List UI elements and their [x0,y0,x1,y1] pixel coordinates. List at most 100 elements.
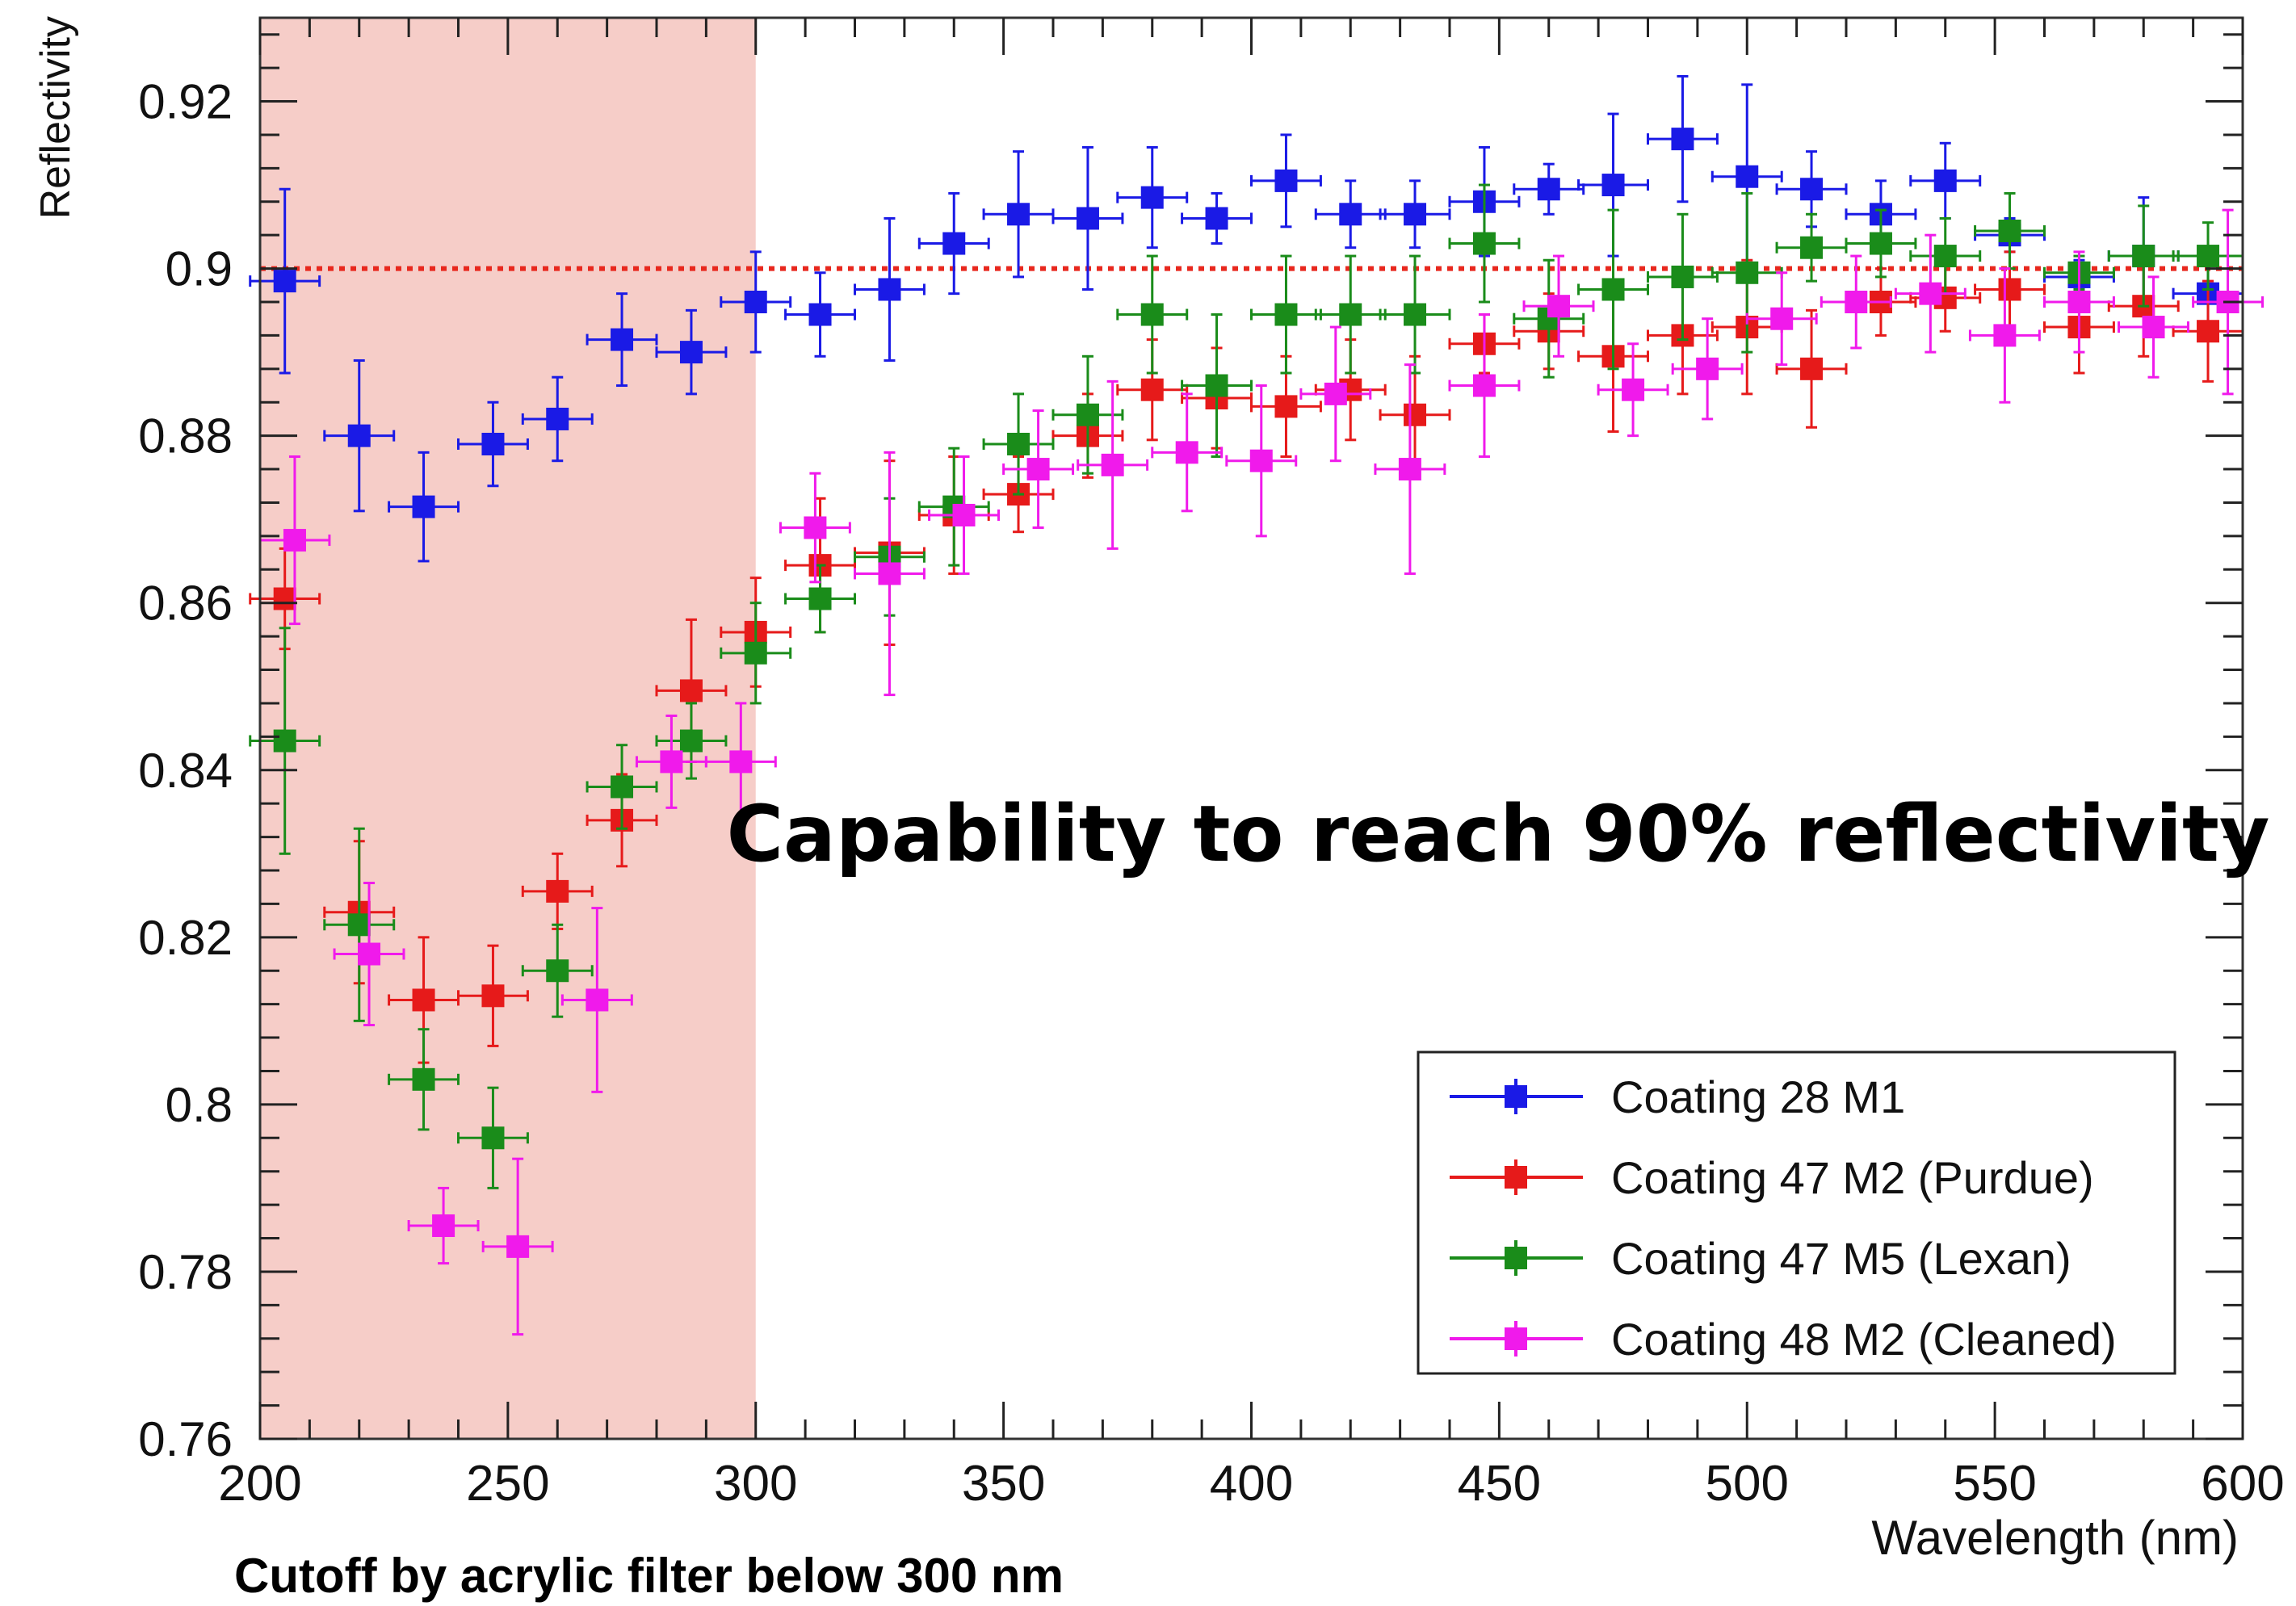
data-point-marker [1274,169,1298,192]
data-point [388,451,460,563]
data-point [1379,354,1451,475]
data-point-marker [744,291,767,313]
data-point-marker [1398,458,1421,481]
data-point [323,359,396,513]
x-tick-label: 350 [962,1456,1045,1512]
data-point-marker [1140,378,1164,401]
data-point [1051,354,1124,475]
data-point [457,944,529,1047]
data-point [1250,254,1322,375]
y-tick-label: 0.9 [166,242,233,296]
data-point [1181,313,1253,459]
data-point [586,744,658,830]
data-point-marker [273,587,296,610]
legend-marker [1505,1085,1527,1108]
data-point [784,271,856,358]
data-point-marker [1933,245,1957,268]
data-point-marker [804,516,827,539]
data-point-marker [1140,186,1164,209]
data-point [1522,254,1595,358]
data-point [784,564,856,634]
data-point [1299,325,1372,463]
data-point [720,250,792,354]
data-point [1250,133,1322,229]
data-point-marker [611,775,634,799]
data-point-marker [878,278,901,301]
data-point [249,187,321,375]
data-point-marker [1622,378,1645,401]
data-point-marker [546,959,569,983]
data-point-marker [273,270,296,293]
data-point [1745,271,1818,367]
legend-marker [1505,1327,1527,1350]
data-point-marker [412,988,435,1012]
data-point-marker [1547,295,1571,318]
data-point-marker [1770,307,1794,330]
data-point [1116,145,1189,249]
data-point-marker [1869,232,1892,255]
legend-marker [1505,1166,1527,1189]
data-point [1513,162,1585,216]
data-point [854,216,926,362]
x-tick-labels: 200 250 300 350 400 450 500 550 600 [218,1456,2284,1512]
y-tick-label: 0.78 [138,1245,233,1299]
data-point [1448,183,1521,304]
x-tick-label: 550 [1953,1456,2036,1512]
legend-entry: Coating 48 M2 (Cleaned) [1450,1314,2117,1365]
x-tick-label: 450 [1458,1456,1541,1512]
data-point [481,1157,554,1336]
data-point-marker [1076,403,1099,426]
data-point [457,400,529,488]
data-point-marker [412,1067,435,1091]
data-point [333,882,405,1027]
data-point [2172,221,2244,291]
data-point [1671,317,1744,421]
data-point-marker [2132,245,2155,268]
data-point [928,455,1000,575]
data-point-marker [808,587,832,610]
data-point [1077,379,1149,550]
data-point-marker [808,303,832,326]
data-point-marker [1919,282,1942,305]
data-point [982,392,1055,496]
data-point [1151,392,1224,513]
data-point-marker [1800,357,1824,380]
data-point-marker [1800,178,1824,201]
data-point [1647,74,1719,203]
data-point-marker [1696,357,1719,380]
y-tick-label: 0.82 [138,911,233,965]
data-point-marker [2197,245,2220,268]
data-point [1577,208,1649,371]
data-point-marker [1404,403,1427,426]
data-point-marker [1998,220,2021,242]
data-point [1051,145,1124,291]
data-point [1314,179,1387,249]
data-point-marker [1249,449,1273,472]
data-point-marker [1274,395,1298,418]
data-point [1647,212,1719,342]
data-point [249,627,321,855]
data-point [1597,342,1669,438]
series-3 [249,183,2244,1189]
data-point [1379,179,1451,249]
data-point [1968,267,2041,404]
data-point-marker [1076,207,1099,230]
data-point-marker [432,1214,455,1237]
data-point-marker [1993,324,2017,347]
y-tick-label: 0.84 [138,744,233,798]
data-point-marker [546,407,569,430]
legend-box [1417,1050,2176,1375]
y-tick-label: 0.8 [166,1078,233,1132]
data-point [917,191,990,296]
data-point [854,451,926,697]
data-point-marker [412,495,435,518]
data-point [1314,254,1387,375]
data-point-marker [1339,303,1362,326]
data-point [1820,254,1892,350]
data-point [407,1186,480,1265]
data-point-marker [1324,382,1347,405]
series-4 [258,208,2265,1336]
data-point-marker [1472,232,1496,255]
data-point-marker [952,504,976,526]
